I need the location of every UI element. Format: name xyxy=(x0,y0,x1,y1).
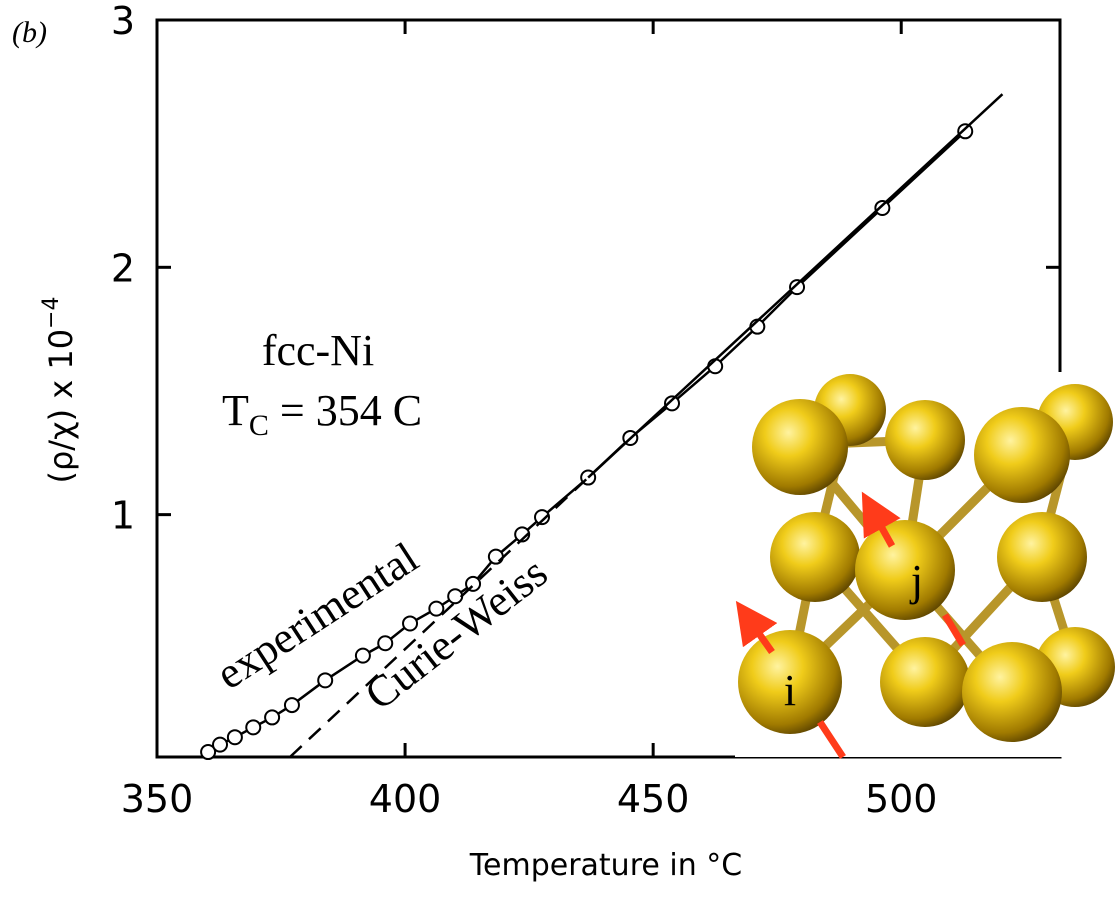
data-point xyxy=(489,550,503,564)
panel-label: (b) xyxy=(12,16,47,49)
atom-label: j xyxy=(909,556,923,605)
y-tick-label: 2 xyxy=(111,246,135,290)
x-tick-label: 450 xyxy=(617,777,690,821)
data-point xyxy=(378,636,392,650)
annotation: TC = 354 C xyxy=(222,386,422,442)
y-tick-label: 1 xyxy=(111,494,135,538)
annotation-subscript: C xyxy=(249,409,269,442)
data-point xyxy=(265,710,279,724)
y-tick-label: 3 xyxy=(111,0,135,43)
lattice-inset: i j xyxy=(735,372,1120,757)
y-axis-label-exponent: −4 xyxy=(39,297,64,329)
data-point xyxy=(403,616,417,630)
data-point xyxy=(318,673,332,687)
x-tick-label: 400 xyxy=(369,777,442,821)
x-tick-label: 500 xyxy=(865,777,938,821)
annotation-part: T xyxy=(222,386,249,435)
data-point xyxy=(958,124,972,138)
chart: (b) Temperature in °C (ρ/χ) x 10−4 fcc-N… xyxy=(0,0,1120,898)
data-point xyxy=(875,201,889,215)
x-tick-label: 350 xyxy=(121,777,194,821)
y-axis-label-main: (ρ/χ) x 10 xyxy=(42,329,80,484)
annotation-part: = 354 C xyxy=(269,386,422,435)
data-point xyxy=(356,649,370,663)
atom-label: i xyxy=(784,666,796,715)
data-point xyxy=(228,730,242,744)
data-point xyxy=(213,738,227,752)
y-axis-label: (ρ/χ) x 10−4 xyxy=(39,297,80,484)
data-point xyxy=(246,720,260,734)
data-point xyxy=(285,698,299,712)
x-axis-label: Temperature in °C xyxy=(469,848,742,883)
annotation: fcc-Ni xyxy=(262,326,374,375)
